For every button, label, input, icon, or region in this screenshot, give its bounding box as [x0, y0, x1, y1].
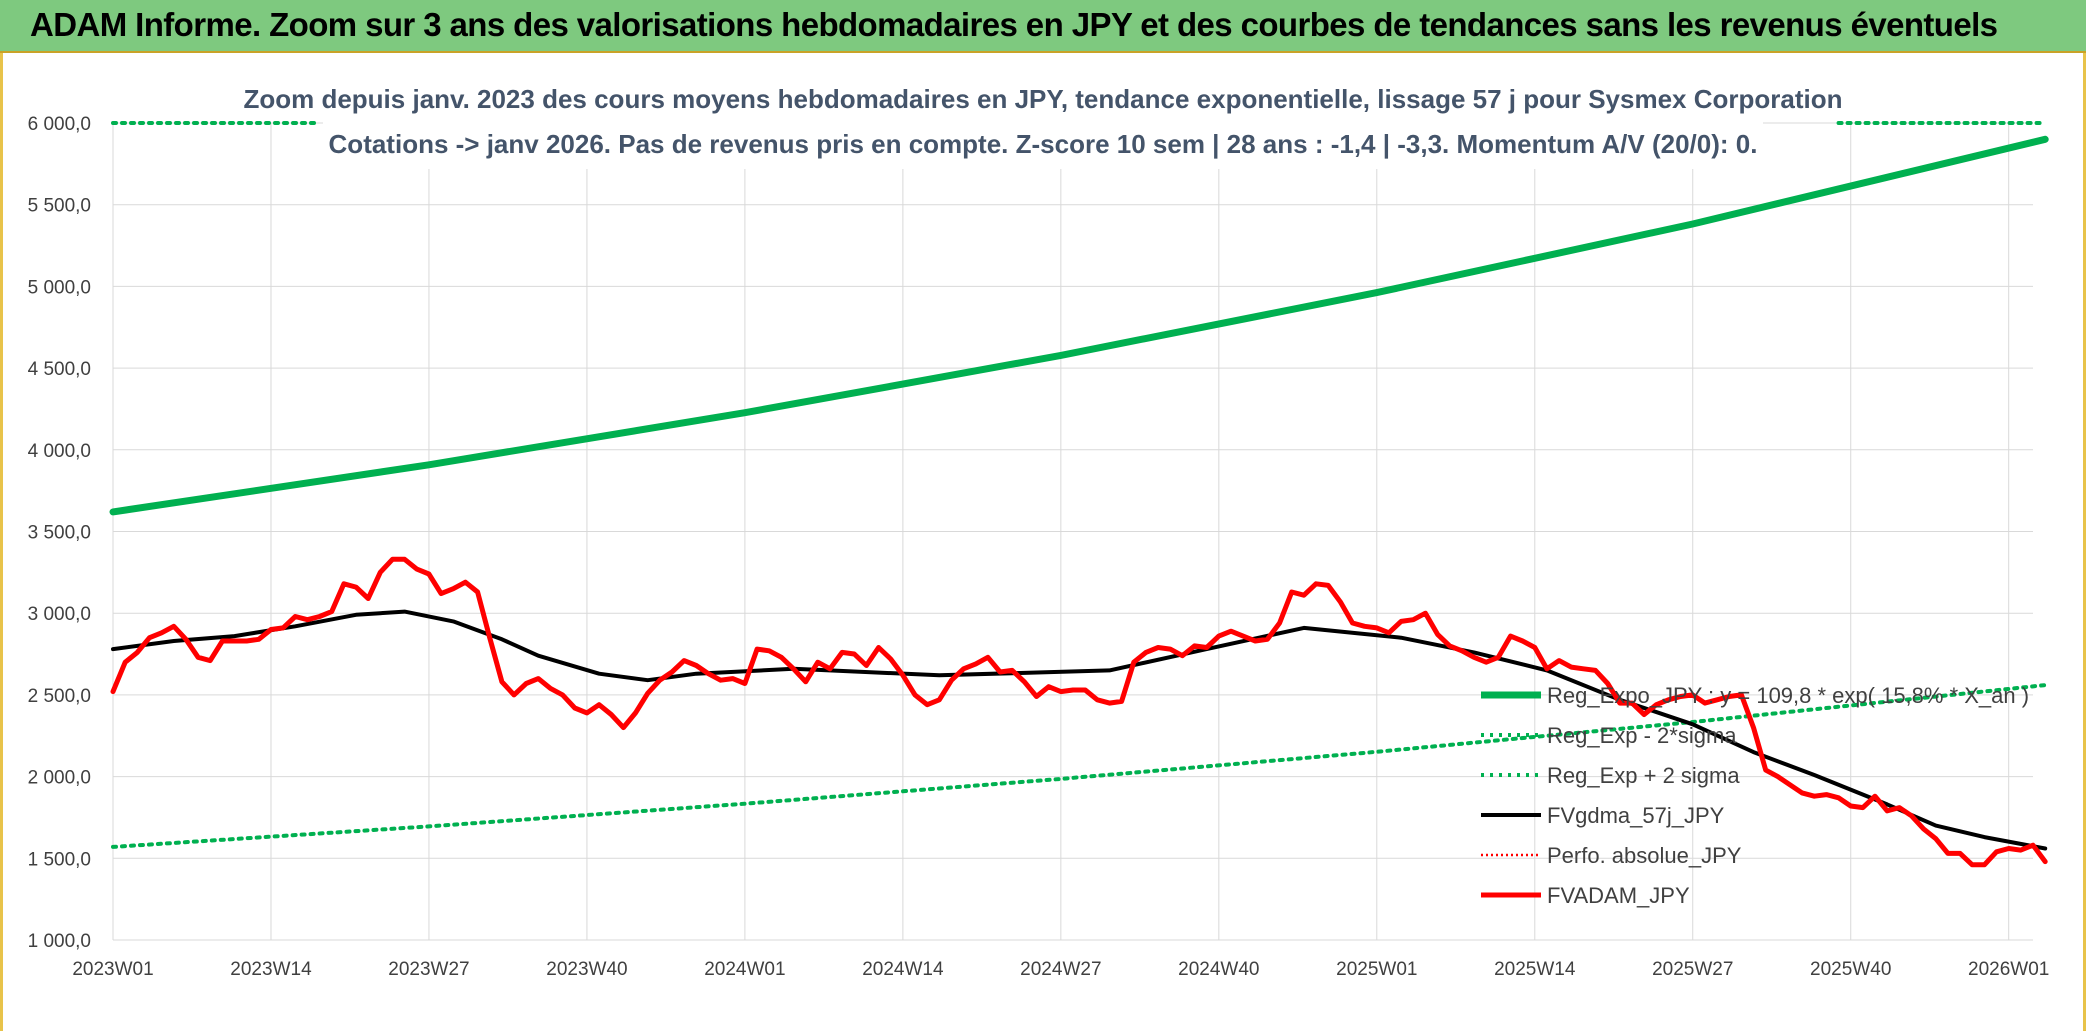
legend-entry: Reg_Expo_JPY : y = 109,8 * exp( 15,8% * … — [1547, 683, 2029, 708]
reg-exp-minus-2sigma-line — [111, 683, 2048, 849]
y-tick-label: 5 000,0 — [28, 277, 91, 298]
x-tick-label: 2023W14 — [230, 959, 312, 980]
reg-expo-line — [109, 135, 2049, 516]
x-tick-label: 2024W27 — [1020, 959, 1101, 980]
legend-entry: FVADAM_JPY — [1547, 883, 1690, 908]
y-tick-label: 2 000,0 — [28, 768, 91, 789]
y-tick-label: 4 500,0 — [28, 359, 91, 380]
x-tick-label: 2024W14 — [862, 959, 944, 980]
x-tick-label: 2026W01 — [1968, 959, 2049, 980]
series-layer — [109, 121, 2049, 868]
x-tick-label: 2023W01 — [72, 959, 153, 980]
y-axis: 1 000,0 1 500,0 2 000,0 2 500,0 3 000,0 3 500… — [28, 114, 91, 952]
fvadam-line — [110, 556, 2048, 868]
chart-title-background — [323, 73, 1763, 169]
x-tick-label: 2023W27 — [388, 959, 469, 980]
y-tick-label: 5 500,0 — [28, 196, 91, 217]
chart-title: Zoom depuis janv. 2023 des cours moyens … — [243, 73, 1843, 169]
grid-layer — [112, 122, 2033, 941]
y-tick-label: 3 000,0 — [28, 604, 91, 625]
legend-entry: Reg_Exp + 2 sigma — [1547, 763, 1740, 788]
legend-entry: Reg_Exp - 2*sigma — [1547, 723, 1737, 748]
x-tick-label: 2025W14 — [1494, 959, 1576, 980]
x-axis: 2023W01 2023W14 2023W27 2023W40 2024W01 2024W… — [72, 959, 2049, 980]
y-tick-label: 1 500,0 — [28, 849, 91, 870]
x-tick-label: 2025W40 — [1810, 959, 1891, 980]
y-tick-label: 1 000,0 — [28, 931, 91, 952]
report-banner: ADAM Informe. Zoom sur 3 ans des valoris… — [0, 0, 2086, 53]
report-title: ADAM Informe. Zoom sur 3 ans des valoris… — [30, 6, 1998, 43]
chart-legend: Reg_Expo_JPY : y = 109,8 * exp( 15,8% * … — [1481, 683, 2029, 908]
x-tick-label: 2025W01 — [1336, 959, 1417, 980]
y-tick-label: 3 500,0 — [28, 523, 91, 544]
y-tick-label: 6 000,0 — [28, 114, 91, 135]
x-tick-label: 2023W40 — [546, 959, 627, 980]
fvgdma-line — [111, 609, 2048, 851]
legend-entry: Perfo. absolue_JPY — [1547, 843, 1742, 868]
chart-title-line-2: Cotations -> janv 2026. Pas de revenus p… — [329, 129, 1758, 159]
x-tick-label: 2024W01 — [704, 959, 785, 980]
chart-frame: 1 000,0 1 500,0 2 000,0 2 500,0 3 000,0 3 500… — [0, 53, 2086, 1031]
chart-title-line-1: Zoom depuis janv. 2023 des cours moyens … — [243, 84, 1842, 114]
legend-entry: FVgdma_57j_JPY — [1547, 803, 1725, 828]
fair-value-chart: 1 000,0 1 500,0 2 000,0 2 500,0 3 000,0 3 500… — [28, 73, 2049, 980]
x-tick-label: 2025W27 — [1652, 959, 1733, 980]
y-tick-label: 4 000,0 — [28, 441, 91, 462]
x-tick-label: 2024W40 — [1178, 959, 1259, 980]
y-tick-label: 2 500,0 — [28, 686, 91, 707]
